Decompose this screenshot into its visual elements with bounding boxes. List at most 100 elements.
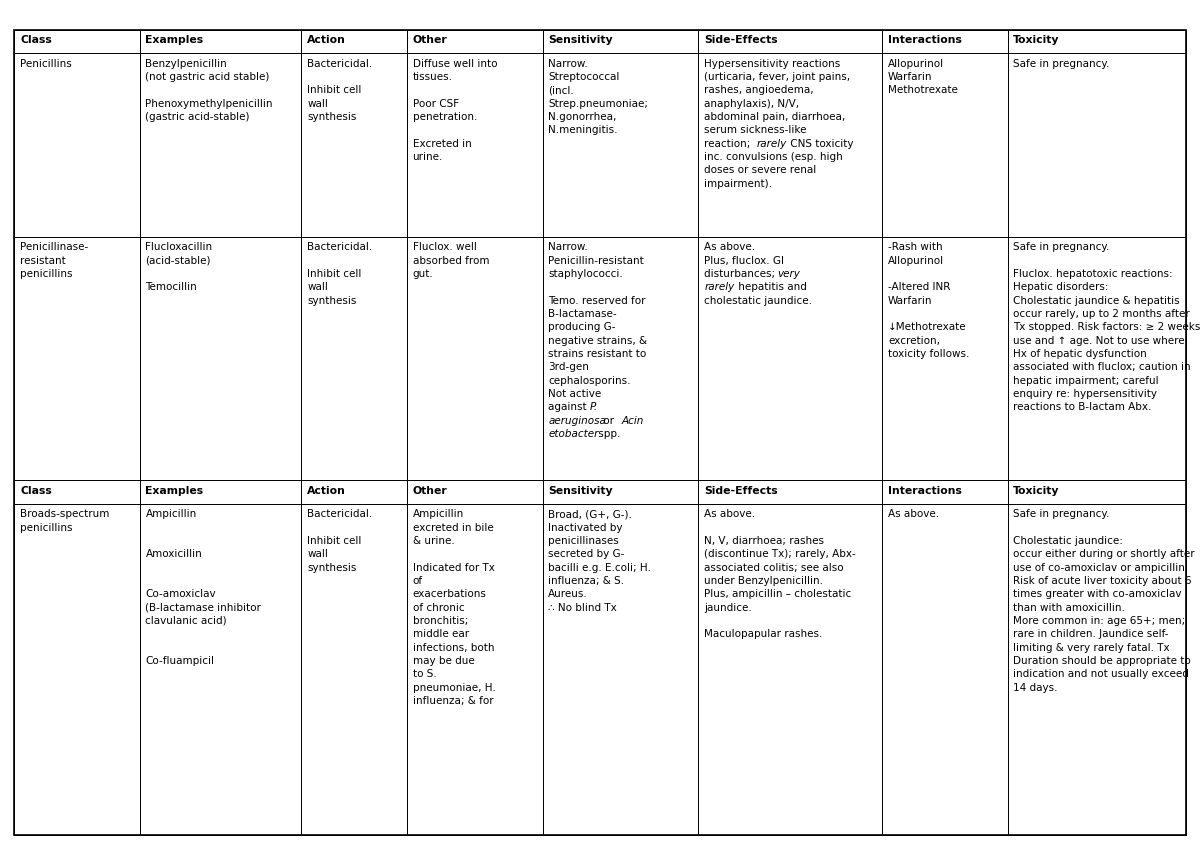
Text: As above.: As above. [704, 510, 755, 519]
Text: penetration.: penetration. [413, 112, 476, 122]
Text: infections, both: infections, both [413, 643, 494, 653]
Text: under Benzylpenicillin.: under Benzylpenicillin. [704, 576, 823, 586]
Text: Class: Class [20, 486, 52, 495]
Text: wall: wall [307, 282, 328, 293]
Bar [882, 53, 1008, 237]
Text: of chronic: of chronic [413, 603, 464, 612]
Text: or: or [600, 416, 618, 426]
Text: (incl.: (incl. [548, 85, 574, 95]
Bar [1008, 505, 1186, 835]
Text: pneumoniae, H.: pneumoniae, H. [413, 683, 496, 693]
Text: Cholestatic jaundice:: Cholestatic jaundice: [1013, 536, 1123, 546]
Text: Cholestatic jaundice & hepatitis: Cholestatic jaundice & hepatitis [1013, 296, 1180, 305]
Text: As above.: As above. [704, 243, 755, 252]
Text: associated colitis; see also: associated colitis; see also [704, 562, 844, 572]
Text: Flucloxacillin: Flucloxacillin [145, 243, 212, 252]
Bar [698, 237, 882, 481]
Text: Excreted in: Excreted in [413, 138, 472, 148]
Text: penicillins: penicillins [20, 269, 73, 279]
Text: staphylococci.: staphylococci. [548, 269, 623, 279]
Bar [14, 505, 139, 835]
Text: Other: Other [413, 486, 448, 495]
Text: Action: Action [307, 486, 346, 495]
Text: times greater with co-amoxiclav: times greater with co-amoxiclav [1013, 589, 1182, 600]
Bar [1008, 53, 1186, 237]
Text: rashes, angioedema,: rashes, angioedema, [704, 85, 814, 95]
Text: Temo. reserved for: Temo. reserved for [548, 296, 646, 305]
Text: Aureus.: Aureus. [548, 589, 588, 600]
Text: gut.: gut. [413, 269, 433, 279]
Text: serum sickness-like: serum sickness-like [704, 126, 806, 135]
Text: Narrow.: Narrow. [548, 243, 588, 252]
Text: Inhibit cell: Inhibit cell [307, 536, 361, 546]
Text: Fluclox. hepatotoxic reactions:: Fluclox. hepatotoxic reactions: [1013, 269, 1172, 279]
Text: Safe in pregnancy.: Safe in pregnancy. [1013, 243, 1110, 252]
Text: Methotrexate: Methotrexate [888, 85, 958, 95]
Text: inc. convulsions (esp. high: inc. convulsions (esp. high [704, 152, 842, 162]
Text: Not active: Not active [548, 389, 601, 399]
Text: Broads-spectrum: Broads-spectrum [20, 510, 109, 519]
Bar [698, 481, 882, 505]
Text: Bactericidal.: Bactericidal. [307, 59, 372, 69]
Text: occur either during or shortly after: occur either during or shortly after [1013, 550, 1195, 560]
Text: Penicillinase-: Penicillinase- [20, 243, 89, 252]
Text: Acin: Acin [622, 416, 643, 426]
Text: occur rarely, up to 2 months after: occur rarely, up to 2 months after [1013, 309, 1190, 319]
Text: Side-Effects: Side-Effects [704, 486, 778, 495]
Bar [407, 505, 542, 835]
Text: etobacter: etobacter [548, 429, 599, 439]
Text: Safe in pregnancy.: Safe in pregnancy. [1013, 510, 1110, 519]
Text: jaundice.: jaundice. [704, 603, 752, 612]
Text: Warfarin: Warfarin [888, 296, 932, 305]
Bar [139, 237, 301, 481]
Bar [882, 481, 1008, 505]
Text: cholestatic jaundice.: cholestatic jaundice. [704, 296, 812, 305]
Text: (discontinue Tx); rarely, Abx-: (discontinue Tx); rarely, Abx- [704, 550, 856, 560]
Text: impairment).: impairment). [704, 179, 772, 188]
Text: Toxicity: Toxicity [1013, 35, 1060, 45]
Text: tissues.: tissues. [413, 72, 452, 82]
Text: Broad, (G+, G-).: Broad, (G+, G-). [548, 510, 632, 519]
Text: associated with fluclox; caution in: associated with fluclox; caution in [1013, 362, 1190, 372]
Text: penicillins: penicillins [20, 522, 73, 533]
Text: synthesis: synthesis [307, 562, 356, 572]
Text: bronchitis;: bronchitis; [413, 616, 468, 626]
Text: synthesis: synthesis [307, 112, 356, 122]
Text: Hypersensitivity reactions: Hypersensitivity reactions [704, 59, 840, 69]
Text: resistant: resistant [20, 255, 66, 265]
Bar [407, 481, 542, 505]
Text: & urine.: & urine. [413, 536, 455, 546]
Bar [139, 481, 301, 505]
Bar [698, 30, 882, 53]
Text: 3rd-gen: 3rd-gen [548, 362, 589, 372]
Text: (not gastric acid stable): (not gastric acid stable) [145, 72, 270, 82]
Text: Inhibit cell: Inhibit cell [307, 85, 361, 95]
Text: Plus, ampicillin – cholestatic: Plus, ampicillin – cholestatic [704, 589, 851, 600]
Text: wall: wall [307, 98, 328, 109]
Text: Examples: Examples [145, 486, 204, 495]
Bar [14, 30, 139, 53]
Text: Diffuse well into: Diffuse well into [413, 59, 497, 69]
Text: Amoxicillin: Amoxicillin [145, 550, 203, 560]
Text: B-lactamase-: B-lactamase- [548, 309, 617, 319]
Text: urine.: urine. [413, 152, 443, 162]
Text: P.: P. [590, 402, 598, 412]
Text: N, V, diarrhoea; rashes: N, V, diarrhoea; rashes [704, 536, 824, 546]
Text: Narrow.: Narrow. [548, 59, 588, 69]
Text: Allopurinol: Allopurinol [888, 59, 944, 69]
Text: spp.: spp. [595, 429, 620, 439]
Text: Hx of hepatic dysfunction: Hx of hepatic dysfunction [1013, 349, 1147, 359]
Text: rarely: rarely [756, 138, 786, 148]
Text: Warfarin: Warfarin [888, 72, 932, 82]
Bar [139, 30, 301, 53]
Text: Plus, fluclox. GI: Plus, fluclox. GI [704, 255, 784, 265]
Text: influenza; & for: influenza; & for [413, 696, 493, 706]
Text: than with amoxicillin.: than with amoxicillin. [1013, 603, 1126, 612]
Bar [542, 237, 698, 481]
Bar [698, 505, 882, 835]
Text: hepatic impairment; careful: hepatic impairment; careful [1013, 376, 1159, 386]
Text: Inactivated by: Inactivated by [548, 522, 623, 533]
Bar [14, 481, 139, 505]
Bar [882, 30, 1008, 53]
Text: enquiry re: hypersensitivity: enquiry re: hypersensitivity [1013, 389, 1157, 399]
